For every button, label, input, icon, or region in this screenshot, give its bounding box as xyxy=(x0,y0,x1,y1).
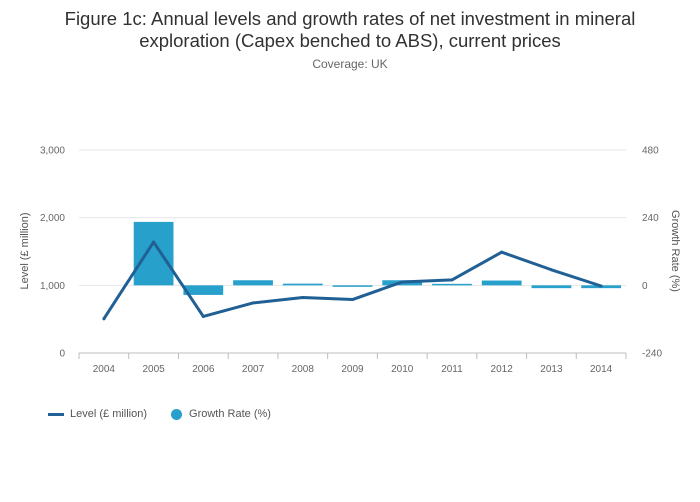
x-tick-label: 2004 xyxy=(93,364,116,375)
chart-title-line-2: exploration (Capex benched to ABS), curr… xyxy=(139,30,561,51)
growth-rate-bars xyxy=(133,221,622,295)
x-tick-label: 2012 xyxy=(491,364,514,375)
growth-rate-bar xyxy=(531,285,572,289)
x-tick-label: 2014 xyxy=(590,364,613,375)
legend-line-swatch xyxy=(48,412,64,416)
x-tick-label: 2013 xyxy=(540,364,563,375)
x-tick-label: 2008 xyxy=(292,364,315,375)
x-tick-label: 2006 xyxy=(192,364,215,375)
level-point xyxy=(549,268,553,272)
y-right-tick-label: 240 xyxy=(642,213,659,224)
growth-rate-bar xyxy=(332,285,373,287)
growth-rate-bar xyxy=(481,280,522,286)
level-point xyxy=(201,314,205,318)
growth-rate-bar xyxy=(432,283,472,286)
level-point xyxy=(599,284,603,288)
level-point xyxy=(351,298,354,302)
x-tick-label: 2011 xyxy=(441,364,463,375)
y-right-tick-label: 0 xyxy=(642,281,648,292)
level-point xyxy=(400,280,404,284)
legend-label-growth-rate: Growth Rate (%) xyxy=(189,408,271,420)
x-tick-label: 2010 xyxy=(391,364,414,375)
y-axis-right: 480 240 0 -240 xyxy=(642,146,662,360)
legend-label-level: Level (£ million) xyxy=(70,408,148,420)
x-tick-label: 2007 xyxy=(242,364,265,375)
level-line-path xyxy=(102,240,602,320)
y-axis-left-title: Level (£ million) xyxy=(19,212,31,289)
level-point xyxy=(102,317,106,321)
growth-rate-bar xyxy=(233,280,273,286)
growth-rate-bar xyxy=(133,221,174,286)
level-point xyxy=(500,250,504,254)
y-left-tick-label: 1,000 xyxy=(40,281,65,292)
level-point xyxy=(152,240,156,244)
x-axis: 2004 2005 2006 2007 2008 2009 2010 2011 2012 2013… xyxy=(78,353,627,375)
y-left-tick-label: 0 xyxy=(59,349,65,360)
x-tick-label: 2005 xyxy=(142,364,165,375)
chart-title-line-1: Figure 1c: Annual levels and growth rate… xyxy=(64,8,636,29)
level-line xyxy=(102,240,603,321)
y-right-tick-label: -240 xyxy=(642,349,662,360)
level-point xyxy=(301,296,305,300)
y-axis-left: 0 1,000 2,000 3,000 xyxy=(40,146,65,360)
legend: Level (£ million) Growth Rate (%) xyxy=(48,408,295,420)
legend-dot-swatch xyxy=(171,408,183,420)
chart-title: Figure 1c: Annual levels and growth rate… xyxy=(0,8,700,52)
x-tick-label: 2009 xyxy=(341,364,364,375)
legend-item-growth-rate[interactable]: Growth Rate (%) xyxy=(171,408,271,420)
y-left-tick-label: 2,000 xyxy=(40,213,65,224)
legend-item-level[interactable]: Level (£ million) xyxy=(48,408,147,420)
y-axis-right-title: Growth Rate (%) xyxy=(669,210,681,292)
level-point xyxy=(251,301,255,305)
growth-rate-bar xyxy=(183,285,224,295)
level-point xyxy=(450,278,454,282)
chart-subtitle: Coverage: UK xyxy=(312,57,388,71)
growth-rate-bar xyxy=(282,283,323,286)
y-right-tick-label: 480 xyxy=(642,146,659,157)
y-left-tick-label: 3,000 xyxy=(40,146,65,157)
